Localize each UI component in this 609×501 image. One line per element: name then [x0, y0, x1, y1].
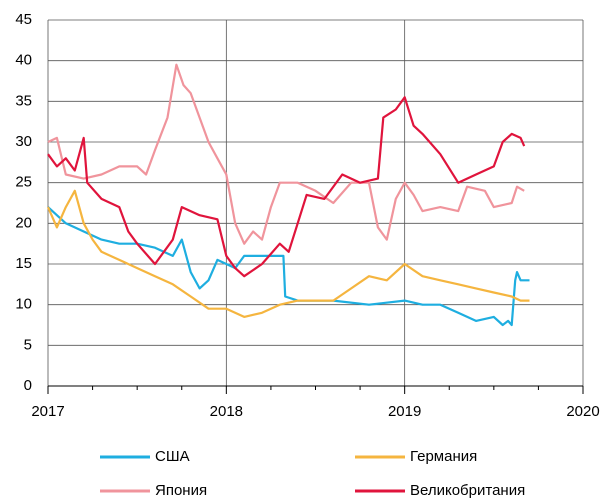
x-tick-label: 2018: [210, 403, 243, 420]
series-line: [47, 96, 526, 278]
y-tick-label: 5: [24, 336, 32, 353]
y-tick-label: 25: [15, 174, 32, 191]
x-tick-label: 2017: [31, 403, 64, 420]
y-tick-label: 40: [15, 52, 32, 69]
series-line: [46, 189, 530, 318]
series-line: [47, 63, 525, 245]
legend-label: Германия: [410, 448, 477, 465]
y-tick-label: 20: [15, 214, 32, 231]
y-tick-label: 45: [15, 11, 32, 28]
y-tick-label: 10: [15, 296, 32, 313]
x-tick-label: 2019: [388, 403, 421, 420]
legend-label: США: [155, 448, 190, 465]
legend-label: Япония: [155, 482, 207, 499]
y-tick-label: 35: [15, 92, 32, 109]
x-tick-label: 2020: [566, 403, 599, 420]
y-tick-label: 0: [24, 377, 32, 394]
legend-label: Великобритания: [410, 482, 525, 499]
y-tick-label: 15: [15, 255, 32, 272]
series-line: [47, 206, 530, 327]
y-tick-label: 30: [15, 133, 32, 150]
